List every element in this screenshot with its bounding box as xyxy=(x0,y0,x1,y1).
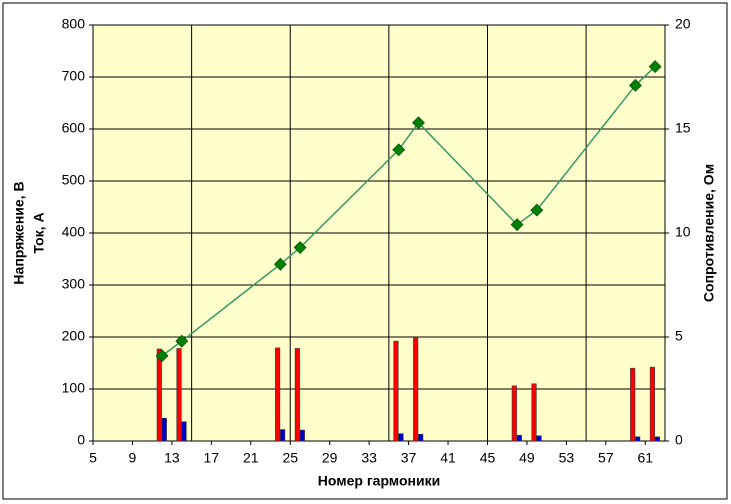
marker xyxy=(510,218,524,232)
x-tick-label: 29 xyxy=(322,450,338,466)
marker xyxy=(175,334,189,348)
bar xyxy=(531,383,537,442)
marker xyxy=(648,60,662,74)
y2-tick-label: 20 xyxy=(675,16,691,32)
bar xyxy=(398,433,404,442)
bar xyxy=(511,385,517,442)
bar xyxy=(516,434,522,442)
x-tick-label: 49 xyxy=(519,450,535,466)
y-tick-label: 100 xyxy=(62,380,86,396)
bar xyxy=(630,367,636,442)
y-tick-label: 200 xyxy=(62,328,86,344)
bar xyxy=(280,429,286,442)
x-axis-title: Номер гармоники xyxy=(318,473,440,489)
bar xyxy=(275,347,281,442)
bar xyxy=(176,348,182,442)
x-tick-label: 33 xyxy=(361,450,377,466)
y-tick-label: 0 xyxy=(77,432,85,448)
y2-tick-label: 5 xyxy=(675,328,683,344)
x-tick-label: 37 xyxy=(401,450,417,466)
x-tick-label: 13 xyxy=(164,450,180,466)
y2-tick-label: 15 xyxy=(675,120,691,136)
bar xyxy=(413,337,419,442)
bar xyxy=(181,421,187,442)
marker xyxy=(412,116,425,130)
bar xyxy=(299,429,305,442)
y2-tick-label: 10 xyxy=(675,224,691,240)
marker xyxy=(392,143,406,157)
y2-axis-title: Сопротивление, Ом xyxy=(701,164,717,302)
x-tick-label: 45 xyxy=(480,450,496,466)
marker xyxy=(530,203,544,217)
x-tick-label: 25 xyxy=(282,450,298,466)
x-tick-label: 21 xyxy=(243,450,259,466)
y-tick-label: 500 xyxy=(62,172,86,188)
bar xyxy=(156,348,162,442)
bar xyxy=(418,433,424,442)
y-axis-title: Напряжение, В xyxy=(11,181,27,284)
x-tick-label: 57 xyxy=(598,450,614,466)
y-tick-label: 700 xyxy=(62,68,86,84)
y-tick-label: 800 xyxy=(62,16,86,32)
marker xyxy=(155,349,169,363)
x-tick-label: 17 xyxy=(204,450,220,466)
y2-tick-label: 0 xyxy=(675,432,683,448)
y-axis-title: Ток, А xyxy=(31,212,47,253)
marker xyxy=(628,78,642,92)
bar xyxy=(635,436,641,442)
y-tick-label: 600 xyxy=(62,120,86,136)
bar xyxy=(536,435,542,442)
x-tick-label: 41 xyxy=(440,450,456,466)
x-tick-label: 61 xyxy=(637,450,653,466)
bar xyxy=(649,366,655,442)
x-tick-label: 5 xyxy=(89,450,97,466)
y-tick-label: 300 xyxy=(62,276,86,292)
marker xyxy=(273,257,287,271)
bar xyxy=(161,417,167,442)
y-tick-label: 400 xyxy=(62,224,86,240)
marker xyxy=(293,241,307,254)
x-tick-label: 53 xyxy=(559,450,575,466)
bar xyxy=(393,340,399,442)
bar xyxy=(654,436,660,442)
line xyxy=(161,66,656,357)
x-tick-label: 9 xyxy=(129,450,137,466)
bar xyxy=(294,348,300,442)
